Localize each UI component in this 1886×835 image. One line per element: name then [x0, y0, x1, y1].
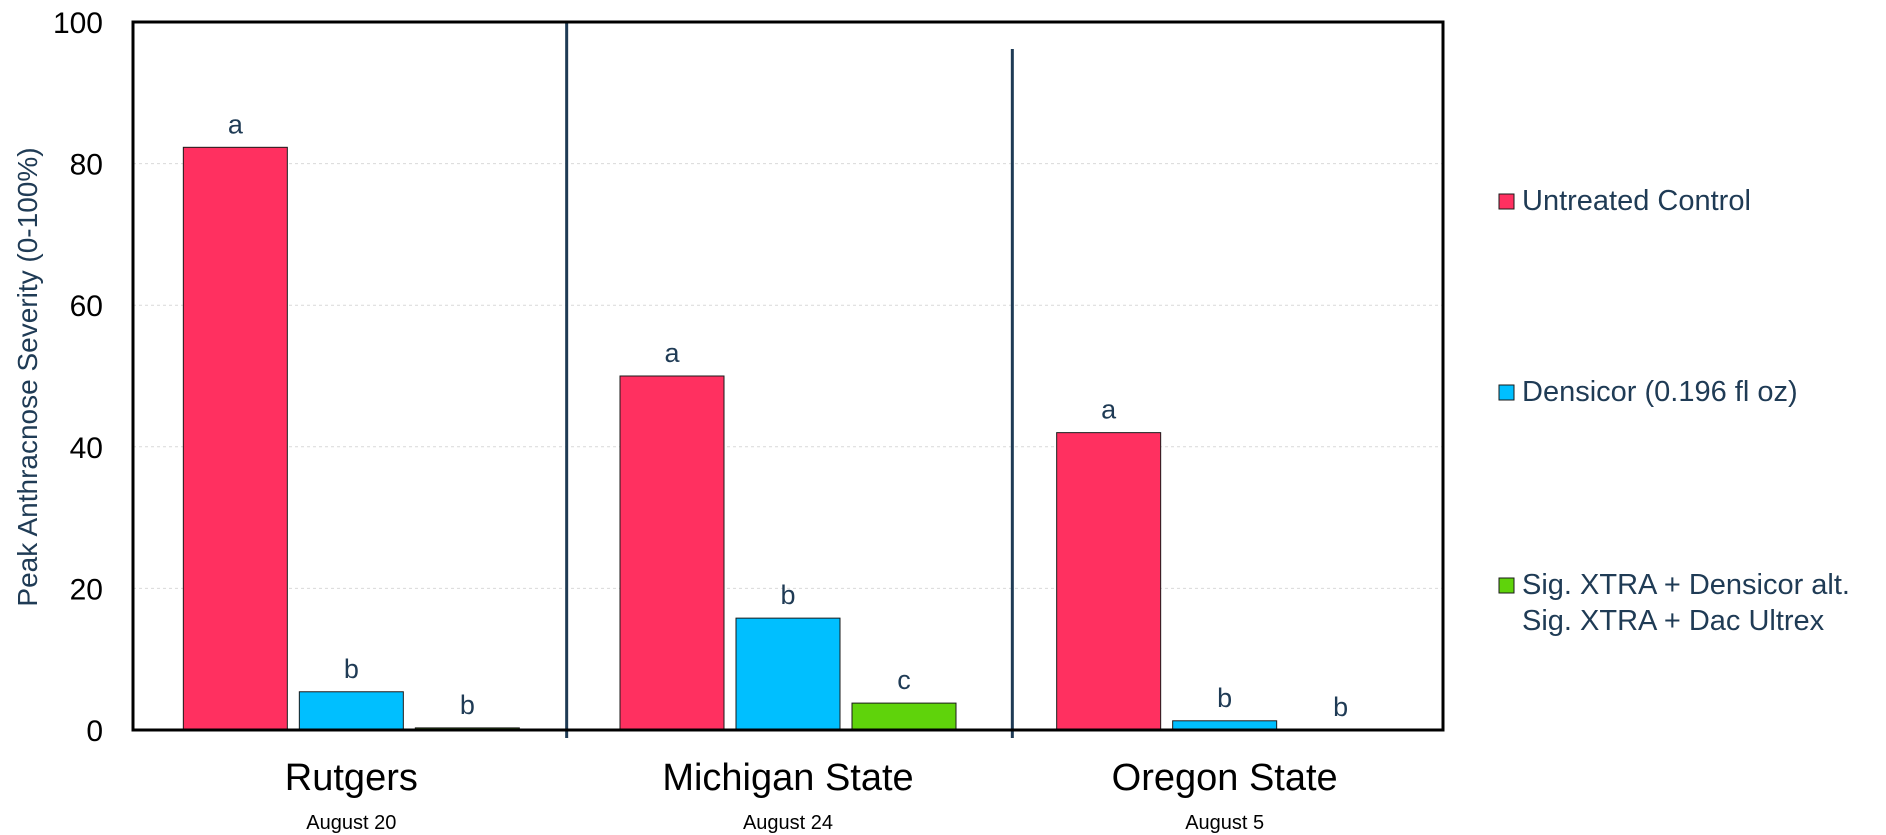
category-label: Rutgers: [285, 757, 418, 799]
significance-letter: c: [897, 665, 911, 695]
legend-label: Densicor (0.196 fl oz): [1522, 376, 1798, 408]
legend-swatch: [1498, 384, 1515, 401]
y-axis-label: Peak Anthracnose Severity (0-100%): [12, 147, 43, 606]
bar: [851, 702, 957, 731]
legend-swatch: [1498, 193, 1515, 210]
significance-letter: a: [1101, 395, 1117, 425]
legend-label-line2: Sig. XTRA + Dac Ultrex: [1522, 605, 1825, 637]
bar: [298, 691, 404, 731]
bar: [619, 375, 725, 731]
y-tick-label: 80: [70, 149, 103, 182]
legend-label: Sig. XTRA + Densicor alt.: [1522, 569, 1850, 601]
bar: [1056, 432, 1162, 731]
y-tick-label: 100: [53, 7, 103, 40]
significance-letters: a b b a b c a b b: [228, 109, 1348, 722]
bar: [182, 146, 288, 731]
y-tick-label: 0: [86, 715, 103, 748]
category-label: Michigan State: [662, 757, 913, 799]
category-labels: Rutgers August 20 Michigan State August 24 O…: [285, 757, 1338, 834]
bars: [182, 146, 1278, 731]
legend: Untreated Control Densicor (0.196 fl oz) S…: [1498, 185, 1850, 637]
site-dividers: [565, 22, 1014, 738]
legend-label: Untreated Control: [1522, 185, 1751, 217]
significance-letter: b: [780, 580, 795, 610]
gridlines: [133, 163, 1443, 589]
significance-letter: a: [664, 338, 680, 368]
y-tick-label: 60: [70, 290, 103, 323]
significance-letter: a: [228, 109, 244, 139]
category-date: August 24: [743, 812, 833, 834]
legend-swatch: [1498, 577, 1515, 594]
y-tick-label: 40: [70, 432, 103, 465]
y-tick-labels: 0 20 40 60 80 100: [53, 7, 103, 748]
significance-letter: b: [460, 690, 475, 720]
significance-letter: b: [1217, 683, 1232, 713]
bar: [735, 617, 841, 731]
plot-frame: [131, 20, 1445, 732]
y-tick-label: 20: [70, 573, 103, 606]
significance-letter: b: [344, 654, 359, 684]
significance-letter: b: [1333, 692, 1348, 722]
category-date: August 20: [306, 812, 396, 834]
category-label: Oregon State: [1112, 757, 1338, 799]
category-date: August 5: [1185, 812, 1264, 834]
